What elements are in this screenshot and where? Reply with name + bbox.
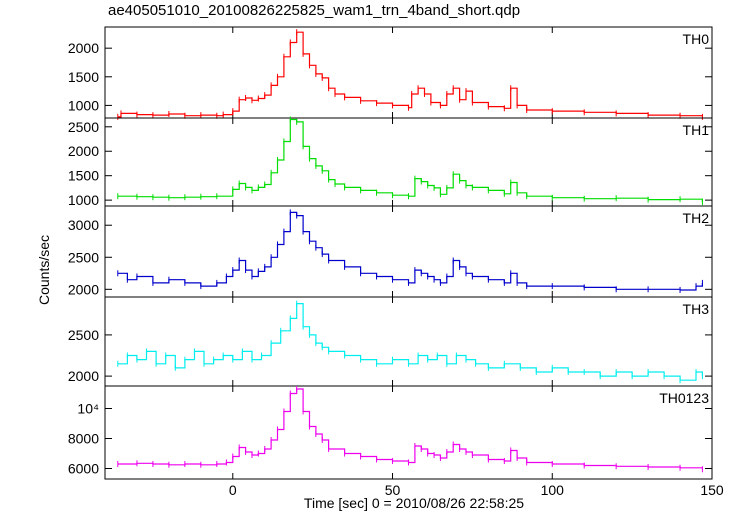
panel-frame-th3 <box>104 296 713 387</box>
y-tick-label-th1: 2500 <box>68 119 99 135</box>
y-tick-label-th0123: 8000 <box>68 431 99 447</box>
panel-label-th2: TH2 <box>683 210 710 226</box>
y-tick-label-th2: 2000 <box>68 281 99 297</box>
y-tick-label-th0: 2000 <box>68 40 99 56</box>
y-tick-label-th2: 2500 <box>68 249 99 265</box>
y-tick-label-th0123: 10⁴ <box>77 401 99 417</box>
y-tick-label-th1: 2000 <box>68 143 99 159</box>
y-tick-label-th1: 1500 <box>68 168 99 184</box>
y-tick-label-th0: 1000 <box>68 97 99 113</box>
y-tick-label-th1: 1000 <box>68 192 99 208</box>
panel-frame-th1 <box>104 117 713 207</box>
x-tick-label: 100 <box>541 482 565 498</box>
x-tick-label: 0 <box>229 482 237 498</box>
x-tick-label: 50 <box>385 482 401 498</box>
chart-title: ae405051010_20100826225825_wam1_trn_4ban… <box>108 2 521 19</box>
y-tick-label-th0: 1500 <box>68 69 99 85</box>
series-line-th2 <box>117 211 703 291</box>
y-tick-label-th0123: 6000 <box>68 461 99 477</box>
panel-label-th1: TH1 <box>683 122 710 138</box>
y-tick-label-th3: 2000 <box>68 368 99 384</box>
series-line-th0 <box>117 31 703 118</box>
panel-label-th0123: TH0123 <box>659 390 709 406</box>
series-line-th1 <box>117 118 703 203</box>
series-line-th3 <box>117 303 703 381</box>
panel-label-th0: TH0 <box>683 31 710 47</box>
y-tick-label-th2: 3000 <box>68 217 99 233</box>
x-tick-label: 150 <box>700 482 724 498</box>
panel-label-th3: TH3 <box>683 301 710 317</box>
y-tick-label-th3: 2500 <box>68 327 99 343</box>
series-line-th0123 <box>117 388 703 470</box>
panel-frame-th0 <box>104 26 713 119</box>
x-axis-label: Time [sec] 0 = 2010/08/26 22:58:25 <box>303 495 525 511</box>
panel-frame-th0123 <box>104 385 713 480</box>
